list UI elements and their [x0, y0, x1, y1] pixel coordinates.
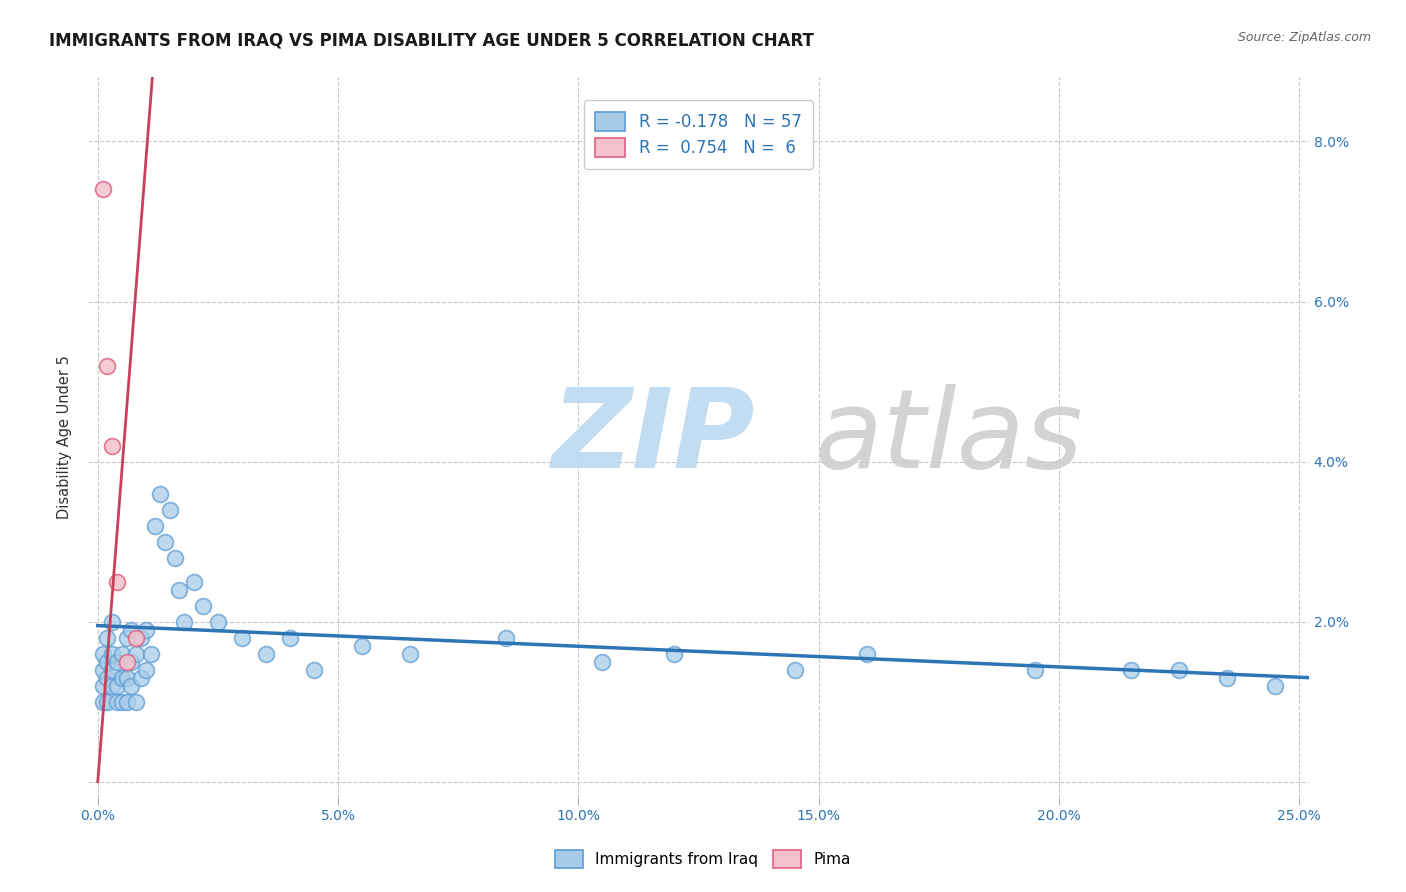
Point [149, 486, 172, 500]
Point [855, 647, 877, 661]
Point [101, 615, 124, 629]
Point [125, 695, 148, 709]
Point [91, 182, 114, 196]
Point [91, 647, 114, 661]
Point [163, 550, 186, 565]
Point [254, 647, 277, 661]
Point [96, 359, 118, 373]
Point [1264, 679, 1286, 693]
Point [278, 631, 301, 645]
Point [105, 574, 128, 589]
Point [352, 639, 374, 653]
Text: Source: ZipAtlas.com: Source: ZipAtlas.com [1237, 31, 1371, 45]
Point [91, 663, 114, 677]
Point [207, 615, 229, 629]
Point [125, 631, 148, 645]
Point [91, 679, 114, 693]
Point [125, 647, 148, 661]
Point [96, 655, 118, 669]
Point [145, 518, 167, 533]
Point [135, 623, 157, 637]
Point [105, 679, 128, 693]
Point [115, 671, 138, 685]
Point [111, 647, 134, 661]
Point [96, 695, 118, 709]
Point [91, 695, 114, 709]
Point [120, 655, 142, 669]
Point [96, 631, 118, 645]
Point [105, 695, 128, 709]
Point [101, 647, 124, 661]
Y-axis label: Disability Age Under 5: Disability Age Under 5 [58, 356, 72, 519]
Text: atlas: atlas [814, 384, 1083, 491]
Point [120, 679, 142, 693]
Legend: Immigrants from Iraq, Pima: Immigrants from Iraq, Pima [543, 838, 863, 880]
Point [591, 655, 613, 669]
Legend: R = -0.178   N = 57, R =  0.754   N =  6: R = -0.178 N = 57, R = 0.754 N = 6 [583, 100, 813, 169]
Point [135, 663, 157, 677]
Point [101, 439, 124, 453]
Point [664, 647, 686, 661]
Point [399, 647, 422, 661]
Point [1216, 671, 1239, 685]
Point [302, 663, 325, 677]
Point [96, 671, 118, 685]
Point [101, 679, 124, 693]
Point [120, 623, 142, 637]
Point [495, 631, 517, 645]
Point [173, 615, 195, 629]
Text: ZIP: ZIP [553, 384, 755, 491]
Point [231, 631, 253, 645]
Point [111, 695, 134, 709]
Point [783, 663, 806, 677]
Point [183, 574, 205, 589]
Point [193, 599, 215, 613]
Point [169, 582, 191, 597]
Point [129, 631, 152, 645]
Point [115, 655, 138, 669]
Point [1024, 663, 1046, 677]
Point [129, 671, 152, 685]
Point [105, 655, 128, 669]
Point [115, 695, 138, 709]
Point [115, 631, 138, 645]
Point [101, 663, 124, 677]
Point [139, 647, 162, 661]
Point [1168, 663, 1191, 677]
Point [1119, 663, 1142, 677]
Point [153, 534, 176, 549]
Text: IMMIGRANTS FROM IRAQ VS PIMA DISABILITY AGE UNDER 5 CORRELATION CHART: IMMIGRANTS FROM IRAQ VS PIMA DISABILITY … [49, 31, 814, 49]
Point [159, 502, 181, 516]
Point [111, 671, 134, 685]
